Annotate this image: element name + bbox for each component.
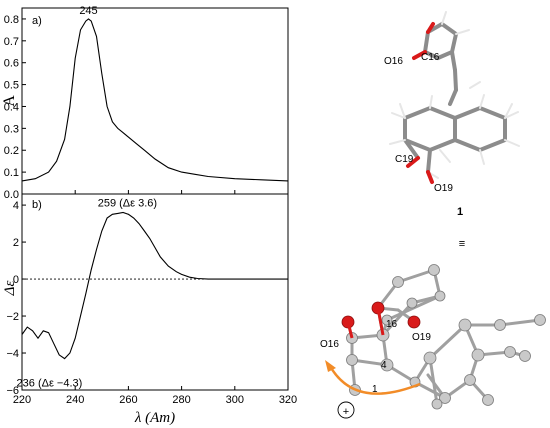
uv-y-axis-label: A <box>1 95 18 107</box>
x-tick-label: 220 <box>13 394 31 406</box>
top-model-oxygen-bonds <box>406 22 435 184</box>
y-tick-label: 0 <box>13 274 19 286</box>
y-tick-label: 4 <box>13 200 19 212</box>
cd-negative-peak-label: 236 (Δε −4.3) <box>17 378 83 390</box>
atom-label-o19-top: O19 <box>434 183 453 194</box>
top-model-carbon-bonds <box>403 21 507 174</box>
x-tick-label: 300 <box>226 394 244 406</box>
atom-label-16-bottom: 16 <box>386 319 398 330</box>
cd-y-axis-label: Δε <box>2 281 18 297</box>
y-tick-label: 2 <box>13 237 19 249</box>
x-tick-label: 280 <box>172 394 190 406</box>
top-model-hydrogens <box>389 11 520 179</box>
x-tick-label: 320 <box>279 394 297 406</box>
y-tick-label: 0.1 <box>4 167 19 179</box>
x-tick-label: 260 <box>119 394 137 406</box>
uv-absorbance-chart: 0.0 0.1 0.2 0.3 0.4 0.5 0.6 0.7 0.8 a) 245 A <box>1 5 289 201</box>
y-tick-label: 0.5 <box>4 80 19 92</box>
atom-label-o19-bottom: O19 <box>412 332 431 343</box>
positive-sign-circle <box>337 401 355 419</box>
cd-positive-peak-label: 259 (Δε 3.6) <box>98 197 157 209</box>
y-tick-label: −6 <box>6 385 19 397</box>
positive-sign: + <box>343 406 349 418</box>
y-tick-label: −2 <box>6 311 19 323</box>
equivalence-symbol: ≡ <box>459 238 465 250</box>
cd-plot-frame <box>21 193 289 391</box>
uv-plot-frame <box>21 7 289 195</box>
y-tick-label: −4 <box>6 348 19 360</box>
cd-spectrum-chart: −6 −4 −2 0 2 4 220 240 260 280 300 320 b) 259 (Δε … <box>2 193 297 426</box>
panel-label-b: b) <box>32 199 42 211</box>
rotation-arrow-head <box>325 360 336 372</box>
x-tick-label: 240 <box>66 394 84 406</box>
molecule-ball-stick-model-bottom: 16 O16 O19 4 1 + <box>320 264 546 419</box>
atom-label-4-bottom: 4 <box>381 360 387 371</box>
compound-number: 1 <box>457 206 463 218</box>
panel-label-a: a) <box>32 15 42 27</box>
y-tick-label: 0.7 <box>4 36 19 48</box>
y-tick-label: 0.4 <box>4 101 19 113</box>
atom-label-o16-top: O16 <box>384 56 403 67</box>
atom-label-1-bottom: 1 <box>372 384 378 395</box>
x-axis-label: λ (Αm) <box>134 410 175 426</box>
y-tick-label: 0.3 <box>4 123 19 135</box>
uv-absorbance-line <box>21 18 289 182</box>
atom-label-o16-bottom: O16 <box>320 339 339 350</box>
y-tick-label: 0.8 <box>4 14 19 26</box>
atom-label-c16-top: C16 <box>421 52 440 63</box>
bottom-model-carbon-atoms <box>346 264 546 410</box>
rotation-arrow <box>328 365 421 395</box>
cd-spectrum-line <box>21 211 288 360</box>
atom-label-c19-top: C19 <box>395 154 414 165</box>
y-tick-label: 0.0 <box>4 189 19 201</box>
y-tick-label: 0.2 <box>4 145 19 157</box>
uv-peak-label: 245 <box>79 5 97 17</box>
y-tick-label: 0.6 <box>4 58 19 70</box>
molecule-3d-model-top: O16 C16 C19 O19 1 <box>384 11 520 218</box>
